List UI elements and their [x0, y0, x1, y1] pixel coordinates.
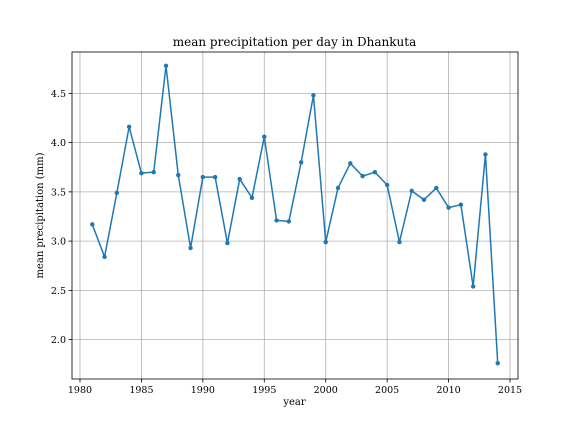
data-point: [225, 240, 230, 246]
x-tick-label: 2010: [436, 385, 460, 396]
x-axis-ticks: 1980 1985 1990 1995 2000 2005 2010 2015: [68, 379, 522, 396]
data-point: [335, 185, 341, 191]
y-tick-label: 3.0: [51, 237, 66, 248]
data-point: [139, 170, 144, 176]
x-tick-label: 2005: [375, 385, 399, 396]
data-point: [274, 218, 279, 223]
y-tick-label: 4.0: [51, 138, 66, 149]
data-point: [237, 176, 242, 182]
x-tick-label: 1980: [68, 385, 92, 396]
data-point: [249, 195, 255, 200]
precipitation-series: [90, 63, 500, 366]
x-axis-label: year: [282, 397, 306, 408]
data-point: [151, 169, 156, 175]
data-point: [102, 254, 107, 260]
data-point: [483, 152, 488, 157]
y-tick-label: 2.5: [51, 286, 66, 297]
data-point: [262, 134, 267, 139]
data-point: [470, 284, 476, 289]
data-point: [298, 160, 304, 165]
data-point: [126, 124, 132, 130]
y-axis-label: mean precipitation (mm): [35, 152, 46, 278]
data-point: [212, 174, 218, 180]
x-tick-label: 1990: [191, 385, 215, 396]
series-line: [91, 65, 499, 364]
y-tick-label: 3.5: [51, 187, 66, 198]
plot-frame: [71, 51, 519, 380]
x-tick-label: 2000: [314, 385, 338, 396]
data-point: [200, 174, 206, 180]
data-point: [372, 169, 378, 175]
chart-title: mean precipitation per day in Dhankuta: [173, 35, 417, 49]
data-point: [421, 197, 427, 202]
data-point: [311, 93, 316, 98]
y-tick-label: 2.0: [51, 335, 66, 346]
data-point: [188, 245, 193, 251]
data-point: [348, 161, 353, 166]
grid-lines: [72, 52, 518, 379]
x-tick-label: 1995: [252, 385, 276, 396]
data-point: [397, 239, 402, 245]
data-point: [495, 361, 500, 366]
y-tick-label: 4.5: [51, 89, 66, 100]
data-point: [409, 188, 414, 194]
data-point: [323, 239, 328, 245]
data-point: [384, 182, 390, 188]
data-point: [446, 205, 451, 210]
data-point: [458, 202, 464, 207]
data-point: [360, 173, 365, 179]
data-point: [434, 185, 439, 191]
y-axis-ticks: 2.0 2.5 3.0 3.5 4.0 4.5: [51, 89, 72, 346]
data-point: [176, 172, 181, 178]
x-tick-label: 1985: [129, 385, 153, 396]
data-point: [163, 63, 169, 68]
data-point: [114, 190, 120, 196]
data-point: [90, 222, 95, 227]
x-tick-label: 2015: [498, 385, 522, 396]
data-point: [286, 219, 292, 224]
